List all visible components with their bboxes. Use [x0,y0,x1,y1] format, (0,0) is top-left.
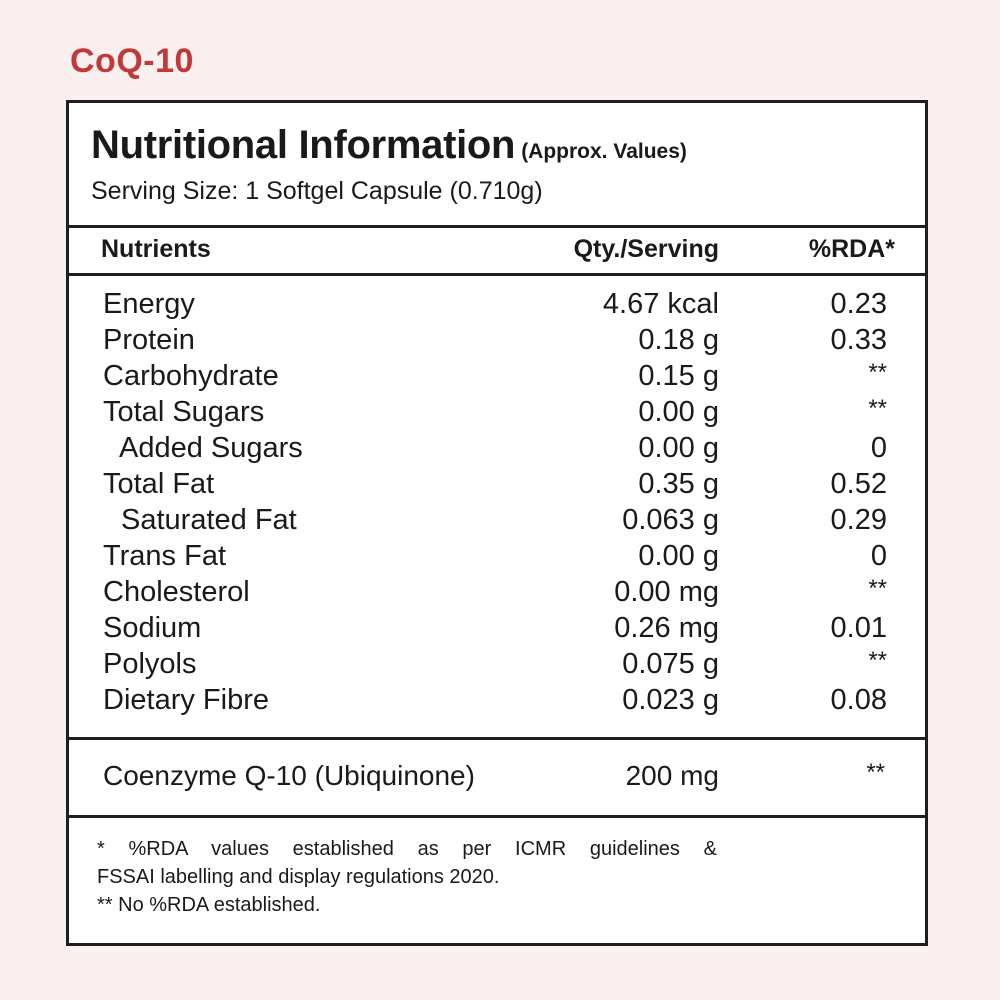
table-row: Total Sugars 0.00 g ** [69,394,925,430]
nutrient-rda: 0.33 [830,324,887,356]
nutrient-name: Protein [103,324,195,356]
nutrient-name: Polyols [103,648,197,680]
nutrition-panel: Nutritional Information (Approx. Values) … [66,100,928,946]
nutrient-qty: 0.15 g [638,360,719,392]
nutrient-name: Added Sugars [119,432,303,464]
nutrient-qty: 0.00 g [638,396,719,428]
nutrient-rda: 0.08 [830,684,887,716]
product-title: CoQ-10 [70,42,194,80]
divider-active [69,815,925,818]
table-row: Saturated Fat 0.063 g 0.29 [69,502,925,538]
table-row: Dietary Fibre 0.023 g 0.08 [69,682,925,718]
nutrient-name: Total Sugars [103,396,265,428]
footnotes: * %RDA values established as per ICMR gu… [97,835,717,919]
divider-top [69,225,925,228]
column-header-rda: %RDA* [808,235,895,263]
nutrient-qty: 0.023 g [622,684,719,716]
table-row: Total Fat 0.35 g 0.52 [69,466,925,502]
nutrient-qty: 0.35 g [638,468,719,500]
nutrient-rda: 0.01 [830,612,887,644]
table-row: Protein 0.18 g 0.33 [69,322,925,358]
serving-size: Serving Size: 1 Softgel Capsule (0.710g) [91,177,543,205]
nutrient-qty: 0.26 mg [614,612,719,644]
nutrient-rda: ** [868,395,887,422]
nutrient-name: Saturated Fat [121,504,297,536]
nutrient-qty: 4.67 kcal [602,288,719,320]
nutrient-qty: 0.18 g [638,324,719,356]
active-ingredient-qty: 200 mg [625,760,719,791]
column-header-nutrients: Nutrients [101,235,211,263]
divider-header [69,273,925,276]
nutrient-rda: 0.52 [830,468,887,500]
table-row: Trans Fat 0.00 g 0 [69,538,925,574]
active-ingredient-rda: ** [866,759,885,786]
panel-heading-note: (Approx. Values) [521,140,687,163]
nutrient-rda: ** [868,575,887,602]
active-ingredient-name: Coenzyme Q-10 (Ubiquinone) [103,760,475,791]
table-row: Energy 4.67 kcal 0.23 [69,286,925,322]
nutrient-qty: 0.063 g [622,504,719,536]
nutrient-name: Trans Fat [103,540,227,572]
table-row: Cholesterol 0.00 mg ** [69,574,925,610]
nutrient-rda: ** [868,359,887,386]
nutrient-name: Sodium [103,612,202,644]
nutrient-qty: 0.00 g [638,432,719,464]
nutrient-name: Cholesterol [103,576,250,608]
panel-heading: Nutritional Information (Approx. Values) [91,123,687,168]
panel-heading-title: Nutritional Information [91,123,516,167]
footnote-regulations: FSSAI labelling and display regulations … [97,866,500,888]
nutrient-rda: 0.29 [830,504,887,536]
footnote-no-rda: ** No %RDA established. [97,894,321,916]
nutrient-name: Dietary Fibre [103,684,269,716]
nutrient-qty: 0.00 g [638,540,719,572]
column-header-qty: Qty./Serving [573,235,719,263]
divider-nutrients [69,737,925,740]
nutrient-qty: 0.00 mg [614,576,719,608]
nutrient-rda: 0.23 [830,288,887,320]
table-row: Carbohydrate 0.15 g ** [69,358,925,394]
table-row: Polyols 0.075 g ** [69,646,925,682]
nutrient-rda: 0 [870,540,887,572]
active-ingredient-row: Coenzyme Q-10 (Ubiquinone) 200 mg ** [69,758,925,794]
nutrient-name: Energy [103,288,195,320]
table-row: Sodium 0.26 mg 0.01 [69,610,925,646]
nutrient-name: Carbohydrate [103,360,279,392]
nutrient-rda: 0 [870,432,887,464]
footnote-rda-basis: * %RDA values established as per ICMR gu… [97,838,717,860]
nutrient-name: Total Fat [103,468,215,500]
nutrient-qty: 0.075 g [622,648,719,680]
table-row: Added Sugars 0.00 g 0 [69,430,925,466]
nutrient-rda: ** [868,647,887,674]
